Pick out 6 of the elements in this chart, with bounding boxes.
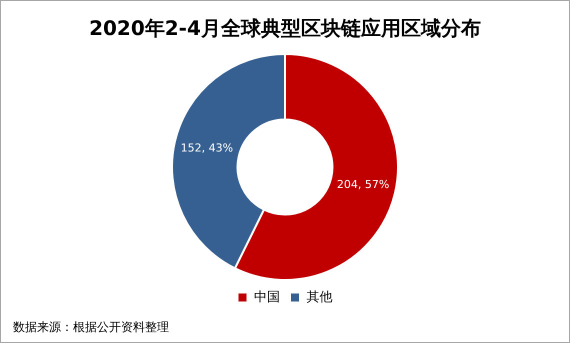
data-label: 204, 57% [336,178,390,192]
chart-title: 2020年2-4月全球典型区块链应用区域分布 [88,15,482,42]
source-note: 数据来源：根据公开资料整理 [13,319,169,336]
data-label: 152, 43% [180,142,234,155]
legend-label: 其他 [306,290,332,305]
legend-label: 中国 [254,290,280,305]
